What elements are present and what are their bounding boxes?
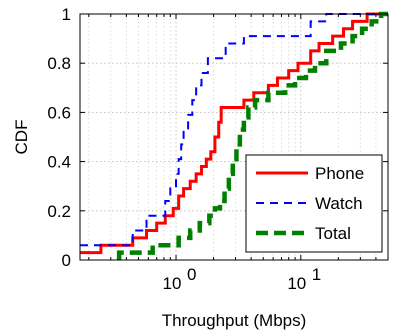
y-tick-label: 0.8 bbox=[47, 54, 71, 73]
series-line-phone bbox=[80, 12, 388, 255]
x-tick-label-exponent: 0 bbox=[187, 265, 196, 284]
plot-frame bbox=[79, 13, 389, 261]
x-tick-label: 10 0 bbox=[163, 265, 197, 293]
y-tick-label: 0 bbox=[62, 251, 71, 270]
y-tick-label: 0.2 bbox=[47, 202, 71, 221]
x-tick-label: 10 1 bbox=[287, 265, 321, 293]
series-line-total bbox=[116, 11, 388, 260]
legend-label-phone: Phone bbox=[315, 164, 364, 183]
x-tick-label-base: 10 bbox=[287, 274, 306, 293]
tick-labels: 0 0.2 0.4 0.6 0.8 1 10 0 10 1 bbox=[47, 5, 321, 293]
x-axis-label: Throughput (Mbps) bbox=[162, 311, 307, 330]
series-layer bbox=[80, 11, 388, 260]
x-tick-label-base: 10 bbox=[163, 274, 182, 293]
axis-ticks bbox=[80, 13, 389, 261]
legend-label-total: Total bbox=[315, 224, 351, 243]
legend-label-watch: Watch bbox=[315, 194, 363, 213]
series-line-watch bbox=[80, 13, 388, 247]
y-tick-label: 0.4 bbox=[47, 153, 71, 172]
y-tick-label: 0.6 bbox=[47, 103, 71, 122]
y-axis-label: CDF bbox=[12, 120, 31, 155]
legend-box bbox=[245, 154, 383, 253]
x-tick-label-exponent: 1 bbox=[312, 265, 321, 284]
legend: Phone Watch Total bbox=[245, 154, 383, 253]
y-tick-label: 1 bbox=[62, 5, 71, 24]
